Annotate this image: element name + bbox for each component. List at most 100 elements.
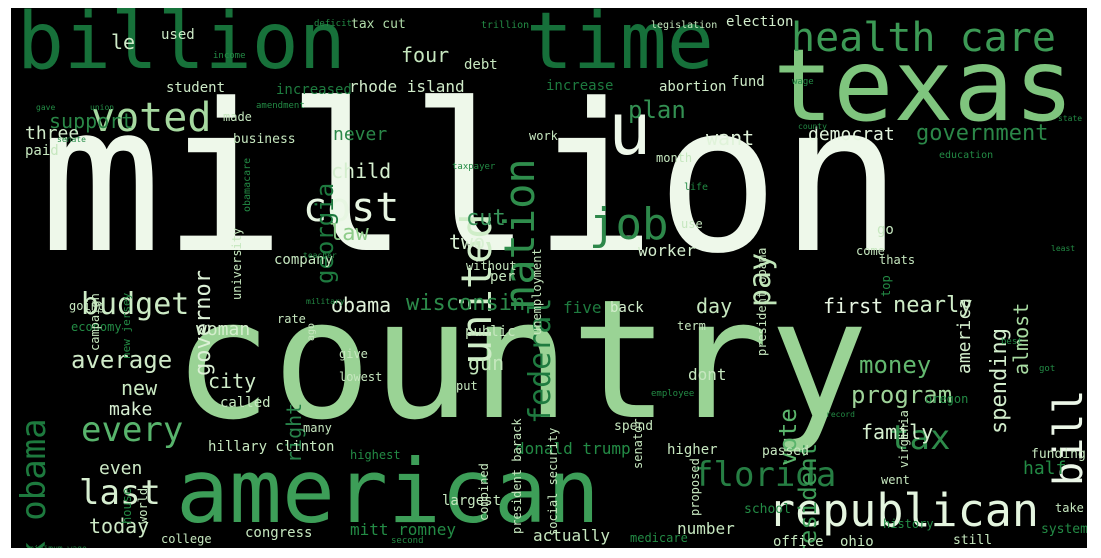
word-combined: combined	[477, 463, 491, 521]
word-paid: paid	[25, 143, 59, 159]
word-without: without	[466, 259, 517, 273]
word-country: country	[173, 264, 869, 456]
word-university: university	[230, 227, 244, 300]
word-new-jersey: new jersey	[120, 292, 133, 359]
word-donald-trump: donald trump	[515, 439, 631, 458]
word-voted: voted	[91, 95, 212, 141]
word-every: every	[81, 410, 184, 450]
word-tax: tax	[889, 418, 951, 458]
word-law: law	[329, 221, 369, 246]
word-economy: economy	[71, 320, 122, 334]
word-four: four	[401, 43, 450, 67]
word-senate: senate	[57, 135, 86, 144]
word-democrat: democrat	[808, 124, 895, 145]
word-never: never	[333, 124, 388, 145]
word-u: u	[608, 87, 652, 171]
word-give: give	[339, 347, 368, 361]
word-cut: cut	[466, 206, 506, 231]
word-president-obama: president obama	[755, 247, 769, 356]
word-make: make	[109, 399, 153, 420]
word-woman: woman	[196, 319, 251, 340]
word-history: history	[883, 517, 934, 531]
word-ohio: ohio	[840, 534, 874, 548]
word-called: called	[220, 395, 271, 411]
word-government: government	[916, 121, 1049, 146]
word-two: two	[449, 230, 486, 254]
word-unemployment: unemployment	[530, 248, 544, 335]
word-employee: employee	[651, 389, 695, 399]
word-trillion: trillion	[481, 20, 530, 31]
word-virginia: virginia	[897, 410, 911, 468]
word-nearly: nearly	[893, 293, 973, 318]
word-time: time	[526, 8, 714, 87]
word-last: last	[79, 473, 161, 513]
word-election: election	[726, 14, 794, 30]
word-family: family	[861, 420, 934, 444]
word-day: day	[696, 294, 733, 318]
word-oregon: oregon	[925, 392, 969, 406]
word-increase: increase	[546, 78, 614, 94]
word-abortion: abortion	[659, 79, 727, 95]
word-congress: congress	[245, 525, 313, 541]
word-american: american	[176, 440, 600, 543]
word-support: support	[49, 109, 134, 133]
word-city: city	[208, 369, 257, 393]
word-largest: largest	[442, 493, 502, 509]
word-cloud: million country texas american billion time u h…	[11, 8, 1087, 548]
word-senator: senator	[631, 418, 645, 469]
word-house: house	[120, 487, 134, 524]
word-work: work	[529, 129, 558, 143]
word-worker: worker	[638, 241, 696, 260]
word-proposed: proposed	[688, 458, 702, 516]
word-higher: higher	[667, 442, 718, 458]
word-funding: funding	[1031, 447, 1086, 462]
word-world: world	[136, 487, 150, 524]
word-job: job	[589, 199, 669, 250]
word-even: even	[99, 458, 143, 479]
word-fund: fund	[731, 74, 765, 90]
word-office: office	[773, 534, 824, 548]
word-used: used	[161, 27, 195, 43]
word-ago: ago	[306, 322, 317, 341]
word-put: put	[456, 379, 478, 393]
word-le: le	[111, 30, 136, 54]
word-want: want	[706, 126, 755, 150]
word-system: system	[1041, 522, 1087, 537]
word-gun: gun	[468, 351, 505, 375]
word-campaign: campaign	[88, 293, 102, 351]
word-best: best	[1001, 337, 1023, 347]
word-minimum-wage: minimum wage	[29, 545, 87, 549]
word-amendment: amendment	[256, 101, 305, 111]
word-florida: florida	[693, 455, 837, 495]
word-education: education	[939, 150, 994, 161]
word-wage: wage	[792, 77, 814, 87]
word-least: least	[1051, 244, 1076, 253]
word-union: union	[90, 103, 115, 112]
word-tax-cut: tax cut	[351, 17, 406, 32]
word-life: life	[684, 182, 709, 193]
word-social-security: social security	[546, 427, 560, 536]
word-student: student	[166, 80, 226, 96]
word-billion: billion	[17, 8, 346, 87]
word-health-care: health care	[791, 15, 1056, 61]
word-actually: actually	[533, 526, 611, 545]
word-deficit: deficit	[314, 19, 352, 29]
word-plan: plan	[628, 96, 686, 124]
word-thats: thats	[879, 253, 916, 267]
word-come: come	[856, 244, 885, 258]
word-lowest: lowest	[339, 370, 383, 384]
word-debt: debt	[464, 57, 498, 73]
word-per: per	[490, 269, 516, 285]
word-month: month	[656, 151, 693, 165]
word-went: went	[881, 473, 910, 487]
word-county: county	[798, 122, 827, 131]
word-increased: increased	[276, 82, 352, 98]
word-top: top	[879, 275, 893, 297]
word-wisconsin: wisconsin	[406, 291, 526, 316]
word-go: go	[877, 222, 894, 238]
word-money: money	[859, 351, 932, 379]
word-company: company	[274, 252, 334, 268]
word-child: child	[331, 159, 392, 183]
word-program: program	[851, 381, 953, 409]
word-second: second	[391, 536, 424, 546]
